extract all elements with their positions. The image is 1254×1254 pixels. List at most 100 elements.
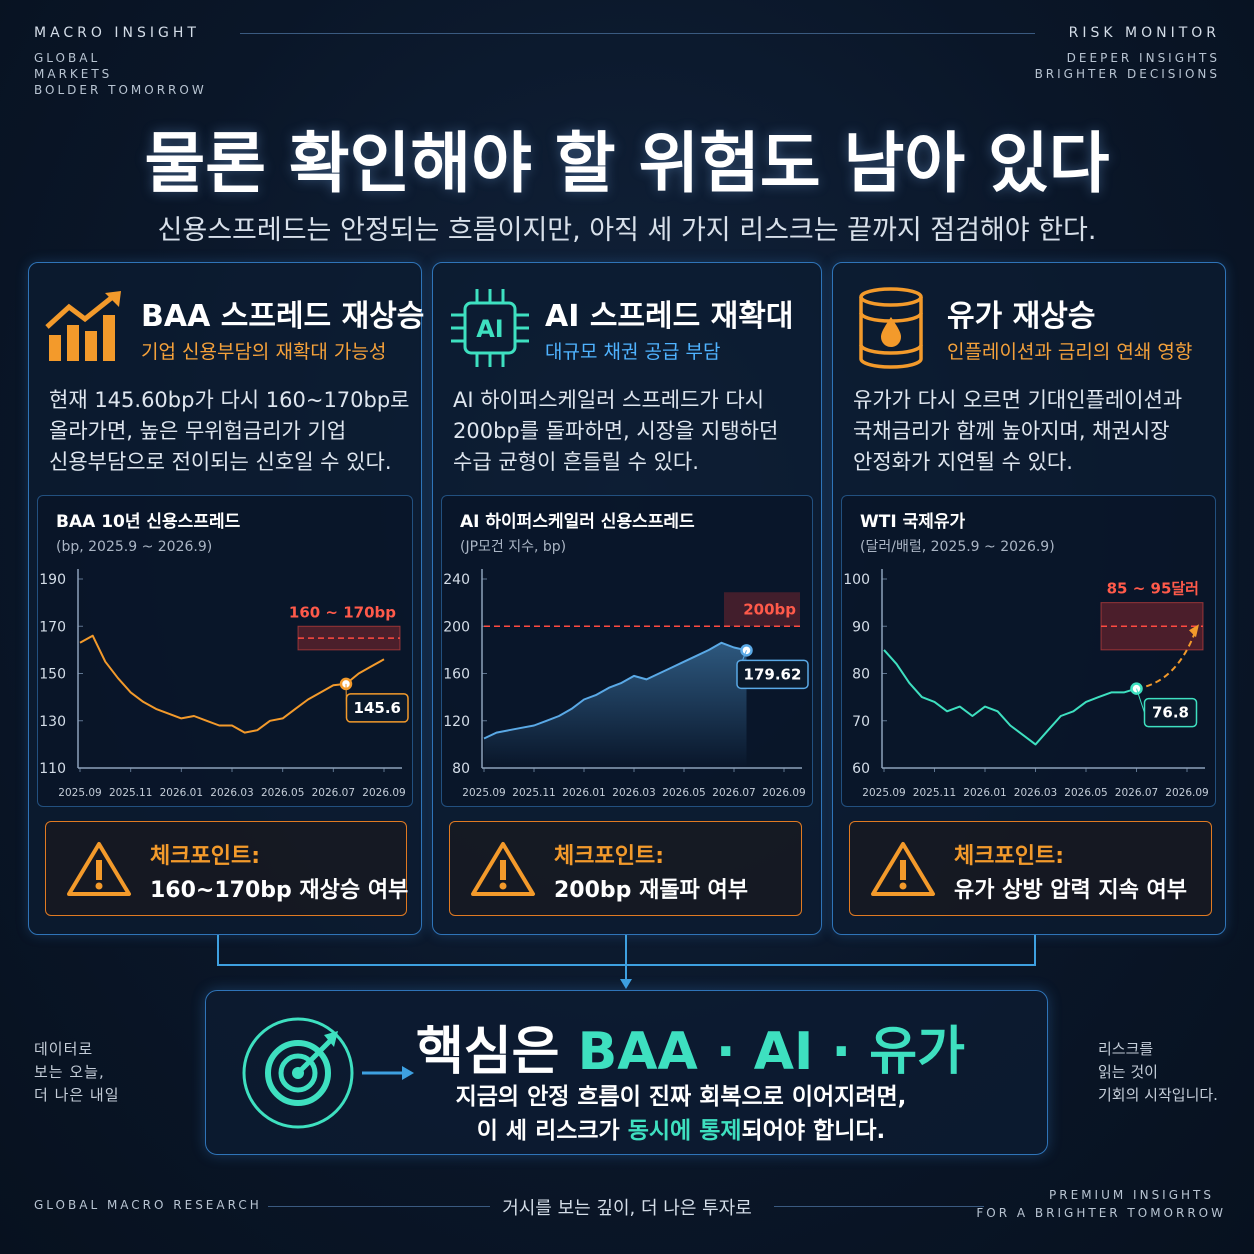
chart-title: WTI 국제유가 <box>860 512 966 532</box>
y-tick-label: 150 <box>39 667 66 683</box>
x-tick-label: 2025.09 <box>862 787 905 799</box>
summary-line: 이 세 리스크가 동시에 통제되어야 합니다. <box>406 1111 956 1145</box>
line <box>483 641 747 740</box>
x-tick-label: 2026.07 <box>312 787 355 799</box>
x-tick-label: 2026.01 <box>562 787 605 799</box>
summary-text: 되어야 합니다. <box>741 1118 886 1144</box>
checkpoint-label: 체크포인트: <box>954 844 1064 869</box>
card-subtitle: 대규모 채권 공급 부담 <box>545 341 721 363</box>
x-tick-label: 2026.05 <box>1064 787 1107 799</box>
checkpoint-text: 200bp 재돌파 여부 <box>554 878 748 903</box>
chart: AI 하이퍼스케일러 신용스프레드 (JP모건 지수, bp) 80 120 160 20… <box>443 512 809 799</box>
y-tick-label: 70 <box>852 714 870 730</box>
page-subtitle: 신용스프레드는 안정되는 흐름이지만, 아직 세 가지 리스크는 끝까지 점검해… <box>157 215 1097 246</box>
rule <box>240 33 1035 34</box>
chart-panel: BAA 10년 신용스프레드 (bp, 2025.9 ~ 2026.9) 110 13… <box>37 495 413 807</box>
y-tick-label: 190 <box>39 572 66 588</box>
highlight-point <box>740 644 753 657</box>
side-line: 기회의 시작입니다. <box>1098 1086 1218 1104</box>
x-tick-label: 2025.11 <box>913 787 956 799</box>
y-tick-label: 80 <box>452 761 470 777</box>
headline-text: 핵심은 <box>416 1022 560 1082</box>
y-tick-label: 240 <box>443 572 470 588</box>
x-tick-label: 2026.01 <box>160 787 203 799</box>
summary-text: 이 세 리스크가 <box>476 1118 620 1144</box>
brand: RISK MONITOR <box>1068 25 1220 41</box>
icon-label: AI <box>476 315 504 343</box>
band-label: 160 ~ 170bp <box>289 603 396 621</box>
chart-title: AI 하이퍼스케일러 신용스프레드 <box>460 512 695 532</box>
x-tick-label: 2026.07 <box>1115 787 1158 799</box>
x-tick-label: 2025.11 <box>512 787 555 799</box>
chart-subtitle: (달러/배럴, 2025.9 ~ 2026.9) <box>860 539 1055 555</box>
brand-line: BRIGHTER DECISIONS <box>1034 67 1220 81</box>
y-tick-label: 200 <box>443 619 470 635</box>
summary-highlight: 동시에 통제 <box>627 1118 742 1144</box>
y-tick-label: 170 <box>39 619 66 635</box>
side-line: 읽는 것이 <box>1098 1063 1158 1081</box>
chart: WTI 국제유가 (달러/배럴, 2025.9 ~ 2026.9) 60 70 80 90… <box>843 512 1208 799</box>
warning-icon <box>871 842 935 896</box>
side-line: 더 나은 내일 <box>34 1086 120 1104</box>
warning-icon <box>67 842 131 896</box>
chart: BAA 10년 신용스프레드 (bp, 2025.9 ~ 2026.9) 110 13… <box>39 512 409 799</box>
page-title: 물론 확인해야 할 위험도 남아 있다 <box>144 125 1110 202</box>
rule <box>268 1206 490 1207</box>
card-body: 유가가 다시 오르면 기대인플레이션과 국채금리가 함께 높아지며, 채권시장 안정… <box>853 385 1182 478</box>
y-tick-label: 90 <box>852 619 870 635</box>
card-subtitle: 인플레이션과 금리의 연쇄 영향 <box>947 341 1193 363</box>
brand-line: DEEPER INSIGHTS <box>1066 51 1220 65</box>
card-body: AI 하이퍼스케일러 스프레드가 다시 200bp를 돌파하면, 시장을 지탱하던… <box>453 385 778 478</box>
line <box>79 634 385 734</box>
chart-subtitle: (bp, 2025.9 ~ 2026.9) <box>56 539 212 555</box>
projection <box>1136 631 1196 690</box>
checkpoint-text: 160~170bp 재상승 여부 <box>150 878 409 903</box>
target-icon <box>242 1017 414 1129</box>
footer-tagline: 거시를 보는 깊이, 더 나은 투자로 <box>502 1198 752 1219</box>
body-line: 현재 145.60bp가 다시 160~170bp로 <box>49 388 410 412</box>
chart-panel: WTI 국제유가 (달러/배럴, 2025.9 ~ 2026.9) 60 70 80 90… <box>841 495 1216 807</box>
footer-right: FOR A BRIGHTER TOMORROW <box>976 1206 1226 1220</box>
icon: AI <box>451 289 529 367</box>
x-tick-label: 2026.09 <box>762 787 805 799</box>
brand-line: BOLDER TOMORROW <box>34 83 207 97</box>
card-title: AI 스프레드 재확대 <box>545 299 794 334</box>
x-tick-label: 2026.03 <box>612 787 655 799</box>
side-note: 리스크를 읽는 것이 기회의 시작입니다. <box>1098 1038 1218 1107</box>
body-line: 수급 균형이 흔들릴 수 있다. <box>453 450 699 474</box>
side-line: 데이터로 <box>34 1040 94 1058</box>
body-line: 국채금리가 함께 높아지며, 채권시장 <box>853 419 1170 443</box>
y-tick-label: 110 <box>39 761 66 777</box>
summary-headline: 핵심은 BAA · AI · 유가 <box>416 1009 965 1084</box>
card-body: 현재 145.60bp가 다시 160~170bp로 올라가면, 높은 무위험금리… <box>49 385 410 478</box>
y-tick-label: 160 <box>443 667 470 683</box>
headline-highlight: BAA · AI · 유가 <box>577 1022 965 1082</box>
checkpoint-label: 체크포인트: <box>150 844 260 869</box>
threshold-label: 200bp <box>743 600 796 618</box>
x-tick-label: 2026.05 <box>261 787 304 799</box>
checkpoint: 체크포인트: 160~170bp 재상승 여부 <box>45 821 409 916</box>
threshold-glow <box>724 592 800 627</box>
x-tick-label: 2026.05 <box>662 787 705 799</box>
icon <box>859 287 923 369</box>
x-tick-label: 2025.09 <box>58 787 101 799</box>
value-label-box <box>345 693 409 723</box>
x-tick-label: 2026.07 <box>712 787 755 799</box>
footer-right: PREMIUM INSIGHTS <box>1049 1188 1214 1202</box>
x-tick-label: 2026.09 <box>1165 787 1208 799</box>
card-title: BAA 스프레드 재상승 <box>141 299 425 334</box>
y-tick-label: 80 <box>852 667 870 683</box>
icon <box>45 291 121 361</box>
value-label-box <box>736 659 809 690</box>
summary-line: 지금의 안정 흐름이 진짜 회복으로 이어지려면, <box>455 1084 907 1110</box>
connector <box>217 935 1036 989</box>
chart-title: BAA 10년 신용스프레드 <box>56 512 241 532</box>
x-tick-label: 2025.09 <box>462 787 505 799</box>
checkpoint-label: 체크포인트: <box>554 844 664 869</box>
body-line: 유가가 다시 오르면 기대인플레이션과 <box>853 388 1183 412</box>
rule <box>774 1206 984 1207</box>
brand-line: MARKETS <box>34 67 113 81</box>
y-tick-label: 130 <box>39 714 66 730</box>
footer-left: GLOBAL MACRO RESEARCH <box>34 1198 262 1212</box>
